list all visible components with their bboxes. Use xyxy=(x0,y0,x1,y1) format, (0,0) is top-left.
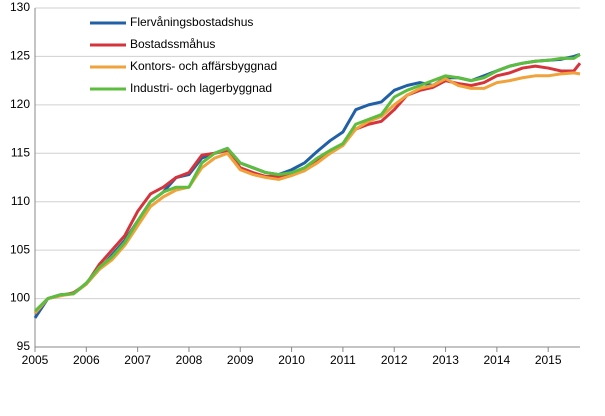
x-tick-label: 2012 xyxy=(381,353,408,367)
y-tick-label: 100 xyxy=(10,291,30,305)
legend-label: Bostadssmåhus xyxy=(130,37,215,51)
legend-label: Kontors- och affärsbyggnad xyxy=(130,59,277,73)
x-tick-label: 2005 xyxy=(22,353,49,367)
legend-label: Industri- och lagerbyggnad xyxy=(130,81,272,95)
y-tick-label: 125 xyxy=(10,49,30,63)
x-tick-label: 2011 xyxy=(330,353,356,367)
x-tick-label: 2008 xyxy=(176,353,203,367)
series-line xyxy=(33,62,582,315)
y-tick-label: 110 xyxy=(11,194,30,208)
x-tick-label: 2007 xyxy=(124,353,151,367)
series-line xyxy=(33,53,581,319)
series-line xyxy=(33,53,581,313)
y-tick-label: 115 xyxy=(11,145,30,159)
x-tick-label: 2014 xyxy=(484,353,511,367)
x-tick-label: 2009 xyxy=(227,353,254,367)
y-tick-label: 130 xyxy=(10,0,30,14)
series-line xyxy=(33,71,581,315)
y-tick-label: 120 xyxy=(10,97,30,111)
y-tick-label: 105 xyxy=(10,242,30,256)
x-tick-label: 2013 xyxy=(432,353,459,367)
legend-label: Flervåningsbostadshus xyxy=(130,15,253,29)
y-tick-label: 95 xyxy=(17,339,31,353)
x-tick-label: 2015 xyxy=(535,353,562,367)
x-tick-label: 2006 xyxy=(73,353,100,367)
x-tick-label: 2010 xyxy=(278,353,305,367)
